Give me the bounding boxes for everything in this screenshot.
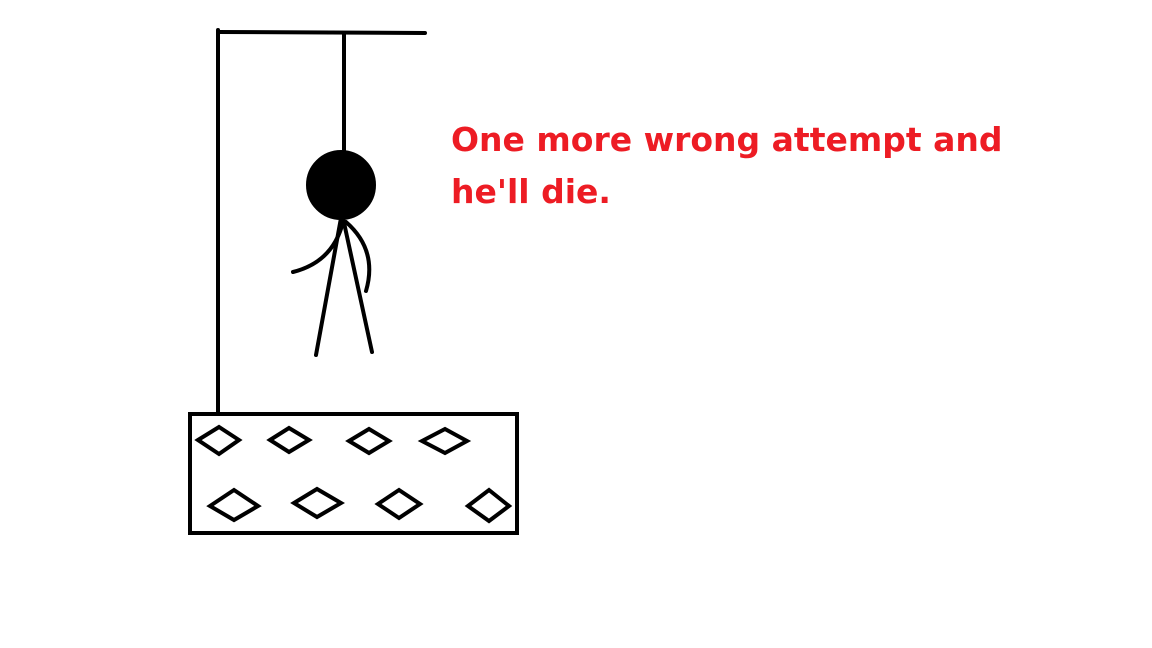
warning-line-1: One more wrong attempt and (451, 120, 1003, 159)
gallows (216, 28, 427, 416)
figure-right-arm (344, 220, 372, 293)
diamond-pattern (464, 487, 513, 524)
diamond-pattern (290, 486, 345, 520)
diamond-pattern (374, 487, 424, 521)
diamond-pattern (417, 426, 472, 456)
figure-head (306, 150, 376, 220)
hanged-stick-figure (291, 150, 376, 357)
warning-message: One more wrong attempt and he'll die. (451, 114, 1051, 218)
figure-left-arm (291, 220, 345, 274)
gallows-beam (216, 30, 427, 35)
diamond-pattern (194, 424, 243, 457)
platform-box (188, 412, 519, 535)
warning-line-2: he'll die. (451, 172, 611, 211)
diamond-pattern (206, 487, 262, 523)
diamond-pattern (266, 425, 313, 455)
figure-body-right (341, 216, 374, 354)
platform-base (188, 412, 519, 535)
diamond-pattern (345, 426, 393, 456)
